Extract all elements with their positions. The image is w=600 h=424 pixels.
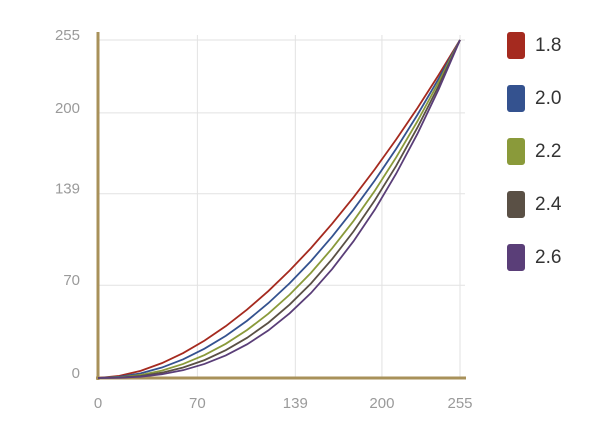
y-tick-label: 139 bbox=[55, 181, 80, 198]
x-tick-label: 200 bbox=[369, 395, 394, 412]
legend-swatch bbox=[507, 244, 525, 271]
x-tick-label: 0 bbox=[94, 395, 102, 412]
legend-swatch bbox=[507, 32, 525, 59]
curve bbox=[97, 39, 461, 379]
curve bbox=[97, 39, 461, 379]
curve bbox=[97, 39, 461, 379]
legend-label: 2.6 bbox=[535, 247, 561, 268]
curve bbox=[97, 39, 461, 379]
x-tick-label: 139 bbox=[283, 395, 308, 412]
legend-swatch bbox=[507, 138, 525, 165]
legend-label: 2.2 bbox=[535, 141, 561, 162]
y-tick-label: 70 bbox=[63, 272, 80, 289]
legend-label: 2.0 bbox=[535, 88, 561, 109]
y-tick-label: 200 bbox=[55, 100, 80, 117]
legend-label: 1.8 bbox=[535, 35, 561, 56]
legend-swatch bbox=[507, 191, 525, 218]
y-tick-label: 0 bbox=[72, 365, 80, 382]
legend-swatch bbox=[507, 85, 525, 112]
legend-label: 2.4 bbox=[535, 194, 562, 215]
y-tick-label: 255 bbox=[55, 27, 80, 44]
x-tick-label: 70 bbox=[189, 395, 206, 412]
x-tick-label: 255 bbox=[447, 395, 472, 412]
curve bbox=[97, 39, 461, 379]
